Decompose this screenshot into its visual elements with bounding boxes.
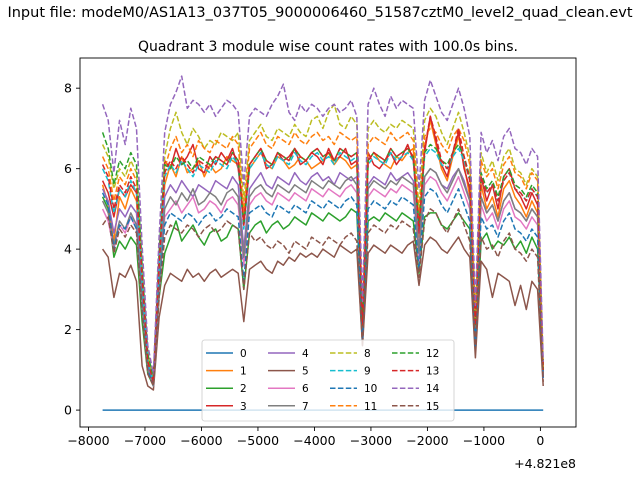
legend-box <box>201 339 455 422</box>
x-tick-label: −1000 <box>463 433 505 448</box>
y-tick-label: 4 <box>64 242 72 257</box>
x-tick-label: −5000 <box>237 433 279 448</box>
series-lines <box>101 75 544 411</box>
legend-item-10: 10 <box>330 383 377 395</box>
y-tick-label: 0 <box>64 403 72 418</box>
legend-label: 10 <box>364 383 377 395</box>
legend-item-11: 11 <box>330 401 377 413</box>
legend-item-14: 14 <box>392 383 440 395</box>
x-tick-label: 0 <box>536 433 544 448</box>
series-line-14 <box>101 75 544 375</box>
y-tick-label: 2 <box>64 322 72 337</box>
series-line-15 <box>101 208 544 387</box>
legend-item-7: 7 <box>268 401 309 413</box>
legend-label: 11 <box>364 401 377 413</box>
legend-item-13: 13 <box>392 366 439 378</box>
legend-item-12: 12 <box>392 348 439 360</box>
legend-item-6: 6 <box>268 383 309 395</box>
legend-label: 6 <box>302 383 309 395</box>
legend-item-1: 1 <box>206 366 247 378</box>
legend-item-0: 0 <box>206 348 247 360</box>
series-line-7 <box>101 167 544 387</box>
legend-item-8: 8 <box>330 348 371 360</box>
chart-title: Quadrant 3 module wise count rates with … <box>138 39 518 55</box>
figure-suptitle: Input file: modeM0/AS1A13_037T05_9000006… <box>7 5 632 21</box>
series-line-13 <box>101 115 544 383</box>
y-tick-label: 8 <box>64 81 72 96</box>
series-line-10 <box>101 188 544 387</box>
legend-label: 14 <box>426 383 440 395</box>
legend-item-2: 2 <box>206 383 247 395</box>
legend-label: 4 <box>302 348 309 360</box>
legend-item-4: 4 <box>268 348 309 360</box>
legend-label: 3 <box>240 401 247 413</box>
legend-label: 7 <box>302 401 309 413</box>
legend-label: 13 <box>426 366 439 378</box>
legend-item-9: 9 <box>330 366 371 378</box>
legend-item-3: 3 <box>206 401 247 413</box>
legend-label: 0 <box>240 348 247 360</box>
y-tick-label: 6 <box>64 161 72 176</box>
x-tick-label: −8000 <box>67 433 109 448</box>
x-tick-label: −3000 <box>350 433 392 448</box>
x-tick-label: −2000 <box>406 433 448 448</box>
legend-label: 15 <box>426 401 439 413</box>
series-line-5 <box>101 236 544 391</box>
legend-item-15: 15 <box>392 401 439 413</box>
legend-label: 5 <box>302 366 309 378</box>
legend-label: 8 <box>364 348 371 360</box>
legend-label: 2 <box>240 383 247 395</box>
legend-label: 1 <box>240 366 247 378</box>
x-tick-label: −6000 <box>180 433 222 448</box>
axes-frame <box>79 57 577 428</box>
x-tick-label: −7000 <box>124 433 166 448</box>
legend-label: 9 <box>364 366 371 378</box>
legend-label: 12 <box>426 348 439 360</box>
plot-area: −8000 −7000 −6000 −5000 −4000 −3000 −2000 −1000… <box>64 57 577 448</box>
legend-item-5: 5 <box>268 366 309 378</box>
series-line-11 <box>101 127 544 379</box>
x-axis-offset-label: +4.821e8 <box>514 456 576 471</box>
x-tick-label: −4000 <box>293 433 335 448</box>
